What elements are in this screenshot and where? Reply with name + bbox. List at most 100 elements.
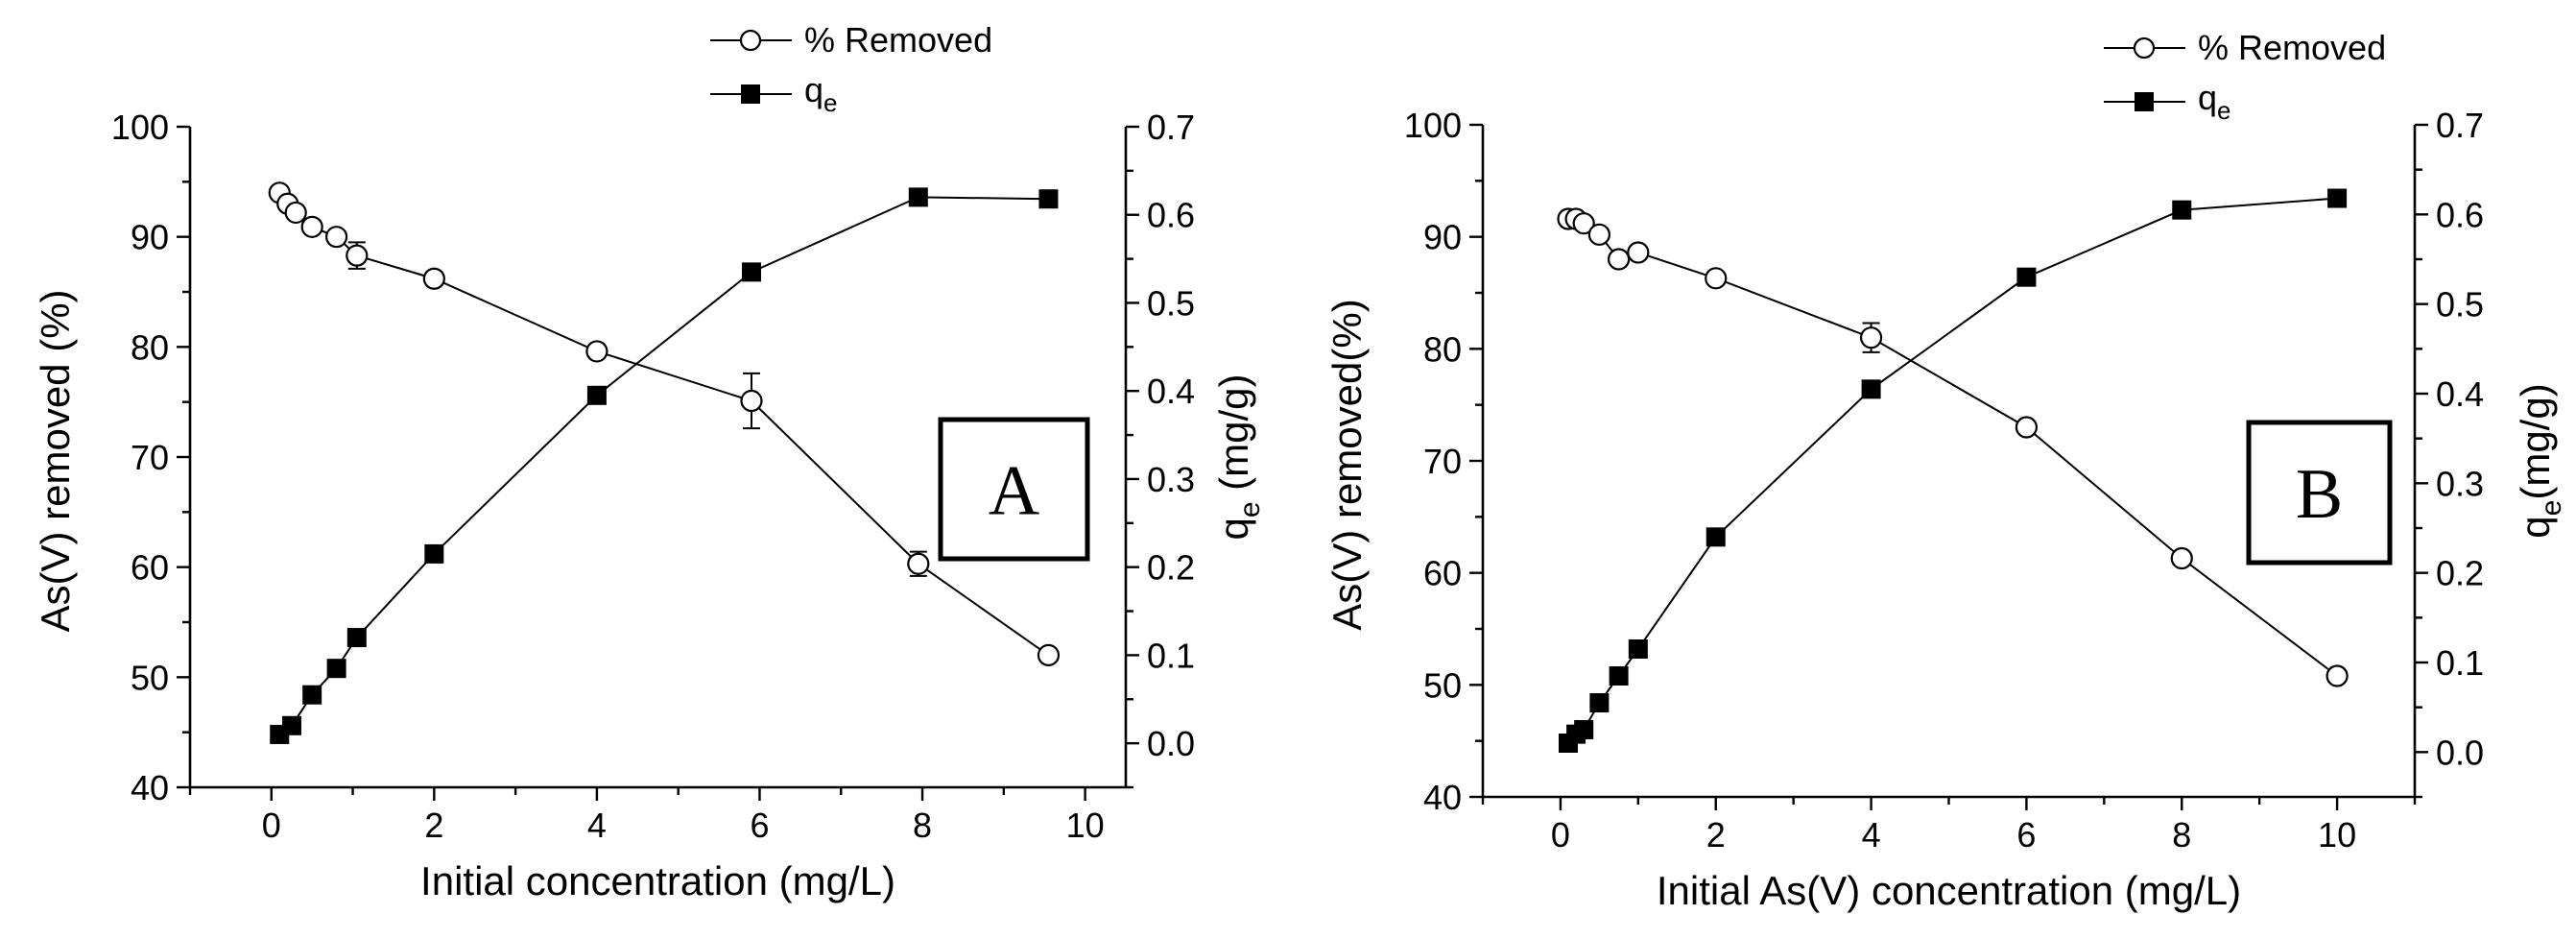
y2-tick-label: 0.5 — [2436, 285, 2484, 325]
y-tick-label: 50 — [1423, 665, 1462, 705]
y-tick-label: 90 — [131, 218, 169, 257]
data-point-removed — [284, 201, 307, 225]
series-line-qe — [278, 196, 1049, 735]
y2-axis-title-sub: e — [2536, 500, 2567, 517]
data-point-removed — [2326, 664, 2349, 687]
x-tick-label: 4 — [587, 806, 607, 845]
data-point-qe — [1705, 527, 1726, 547]
legend-marker-removed — [2133, 36, 2156, 60]
data-point-removed — [300, 215, 323, 238]
panel-label-box — [938, 417, 1090, 562]
data-point-removed — [1587, 223, 1610, 246]
data-point-qe — [346, 628, 367, 648]
data-point-qe — [1038, 189, 1059, 209]
y-axis-title: As(V) removed (%) — [33, 289, 78, 632]
data-point-removed — [907, 552, 930, 575]
chart-panel-a: 0 2 4 6 8 10 40 50 60 70 80 90 100 0.0 0.1 0.2 0.3 0.4 0.5… — [33, 20, 1266, 903]
legend-label-qe-sub: e — [823, 88, 837, 117]
y-tick-label: 60 — [1423, 554, 1462, 593]
y-tick-label: 70 — [131, 438, 169, 477]
legend-label-removed: % Removed — [2198, 28, 2386, 67]
data-point-qe — [1574, 720, 1594, 739]
data-point-removed — [1037, 643, 1061, 667]
data-point-removed — [1705, 267, 1728, 290]
y-axis-title: As(V) removed(%) — [1324, 299, 1370, 630]
x-tick-label: 0 — [1551, 815, 1570, 855]
y2-tick-label: 0.6 — [2436, 195, 2484, 234]
data-point-removed — [585, 340, 608, 363]
y2-tick-label: 0.2 — [1147, 548, 1195, 588]
legend-label-qe-sub: e — [2217, 96, 2230, 125]
y-tick-label: 40 — [131, 768, 169, 807]
y2-tick-label: 0.5 — [1147, 283, 1195, 323]
legend: % Removed qe — [2104, 28, 2386, 125]
panel-label-box — [2246, 420, 2393, 566]
data-point-removed — [1627, 241, 1650, 264]
x-tick-label: 0 — [262, 806, 281, 845]
y2-axis-title-unit: (mg/g) — [1211, 373, 1256, 501]
data-point-qe — [2327, 188, 2348, 208]
y2-axis-title-unit: (mg/g) — [2513, 383, 2558, 499]
y2-axis-title: qe (mg/g) — [1211, 373, 1266, 540]
legend-label-removed: % Removed — [804, 20, 992, 60]
y2-tick-label: 0.1 — [1147, 636, 1195, 675]
data-point-qe — [742, 262, 761, 282]
y2-tick-label: 0.4 — [1147, 372, 1195, 411]
data-point-qe — [424, 543, 444, 564]
data-point-qe — [1861, 379, 1881, 399]
data-point-qe — [281, 715, 301, 735]
y2-axis-title-sub: e — [1234, 501, 1266, 518]
x-axis-title: Initial As(V) concentration (mg/L) — [1657, 868, 2241, 913]
legend-marker-qe — [2135, 92, 2154, 111]
data-point-removed — [346, 244, 369, 267]
y2-tick-label: 0.0 — [2436, 733, 2484, 772]
legend-label-qe: qe — [2198, 78, 2231, 125]
y2-tick-label: 0.3 — [1147, 460, 1195, 499]
y2-axis-title-q: q — [1211, 518, 1256, 540]
series-line-removed — [1568, 218, 2338, 677]
legend-label-qe-q: q — [2198, 78, 2217, 117]
y2-tick-label: 0.4 — [2436, 374, 2484, 414]
legend: % Removed qe — [710, 20, 992, 117]
y-tick-label: 50 — [131, 658, 169, 697]
y-tick-label: 60 — [131, 548, 169, 588]
y2-axis-title-q: q — [2513, 516, 2558, 538]
data-point-qe — [908, 187, 928, 207]
legend-marker-qe — [741, 84, 760, 104]
data-point-removed — [422, 267, 445, 290]
y2-tick-label: 0.7 — [2436, 106, 2484, 145]
y2-axis-title: qe(mg/g) — [2513, 383, 2567, 538]
x-tick-label: 2 — [424, 806, 443, 845]
x-tick-label: 10 — [2318, 815, 2356, 855]
data-point-qe — [2172, 200, 2192, 220]
y-tick-label: 80 — [1423, 329, 1462, 369]
data-point-qe — [1589, 693, 1610, 712]
data-point-qe — [1609, 666, 1629, 686]
y2-tick-label: 0.3 — [2436, 464, 2484, 503]
panel-label: B — [2296, 455, 2343, 534]
data-point-removed — [740, 389, 763, 413]
x-tick-label: 2 — [1706, 815, 1726, 855]
x-tick-label: 4 — [1862, 815, 1881, 855]
panel-label: A — [989, 452, 1039, 531]
y-tick-label: 100 — [111, 108, 169, 147]
y2-tick-label: 0.1 — [2436, 643, 2484, 683]
y2-tick-label: 0.2 — [2436, 554, 2484, 593]
x-tick-label: 10 — [1066, 806, 1105, 845]
y2-tick-label: 0.6 — [1147, 196, 1195, 235]
x-tick-label: 8 — [913, 806, 932, 845]
data-point-removed — [1572, 212, 1595, 235]
y-tick-label: 100 — [1404, 106, 1462, 145]
legend-marker-removed — [739, 29, 762, 52]
x-tick-label: 8 — [2172, 815, 2191, 855]
data-point-removed — [1608, 248, 1631, 271]
x-tick-label: 6 — [2016, 815, 2036, 855]
data-point-removed — [2170, 546, 2193, 570]
y2-tick-label: 0.0 — [1147, 724, 1195, 763]
series-line-removed — [278, 192, 1050, 657]
y2-tick-label: 0.7 — [1147, 108, 1195, 147]
data-point-removed — [2015, 416, 2039, 439]
y-tick-label: 70 — [1423, 442, 1462, 481]
x-axis-title: Initial concentration (mg/L) — [420, 858, 895, 903]
